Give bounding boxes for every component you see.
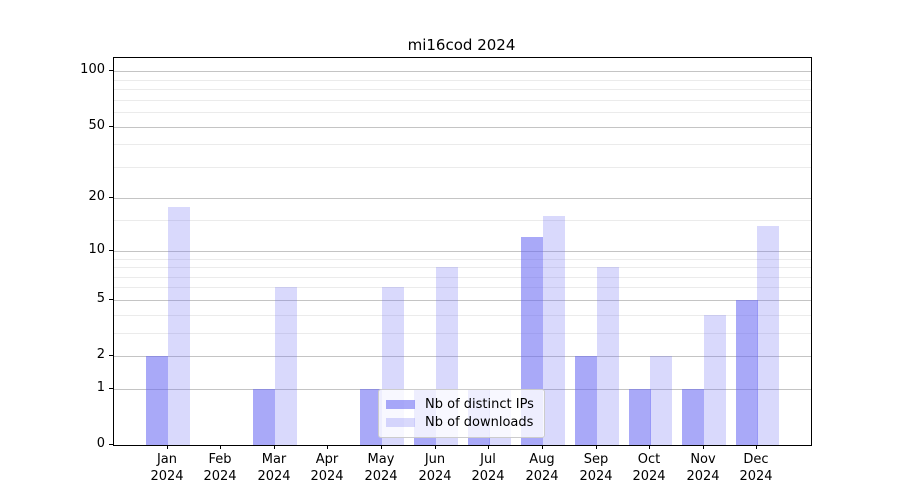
- x-tick-label-may: May 2024: [364, 452, 398, 484]
- gridline-major-5: [114, 300, 811, 301]
- gridline-minor-3: [114, 333, 811, 334]
- bar-distinct-ips-mar: [253, 389, 275, 445]
- y-tick-mark-20: [109, 197, 113, 198]
- x-tick-mark-jun: [435, 445, 436, 449]
- gridline-minor-9: [114, 259, 811, 260]
- x-tick-label-mar: Mar 2024: [257, 452, 291, 484]
- x-tick-mark-apr: [327, 445, 328, 449]
- legend-label-downloads: Nb of downloads: [425, 414, 534, 430]
- x-tick-label-nov: Nov 2024: [686, 452, 720, 484]
- legend: Nb of distinct IPs Nb of downloads: [378, 389, 545, 438]
- gridline-minor-90: [114, 80, 811, 81]
- bar-downloads-mar: [275, 287, 297, 445]
- y-tick-mark-100: [109, 70, 113, 71]
- bar-distinct-ips-dec: [736, 300, 758, 445]
- y-tick-label-5: 5: [96, 291, 105, 306]
- x-tick-mark-sep: [596, 445, 597, 449]
- gridline-major-100: [114, 71, 811, 72]
- y-tick-mark-2: [109, 355, 113, 356]
- y-tick-label-20: 20: [88, 189, 105, 204]
- bar-downloads-oct: [650, 356, 672, 445]
- y-tick-mark-5: [109, 299, 113, 300]
- gridline-major-10: [114, 251, 811, 252]
- y-tick-label-10: 10: [88, 242, 105, 257]
- bar-downloads-jan: [168, 207, 190, 445]
- bar-distinct-ips-sep: [575, 356, 597, 445]
- legend-swatch-distinct-ips: [386, 400, 415, 410]
- gridline-major-50: [114, 127, 811, 128]
- x-tick-label-apr: Apr 2024: [310, 452, 344, 484]
- y-tick-mark-0: [109, 444, 113, 445]
- x-tick-mark-dec: [756, 445, 757, 449]
- x-tick-label-feb: Feb 2024: [203, 452, 237, 484]
- x-tick-mark-nov: [703, 445, 704, 449]
- gridline-minor-80: [114, 89, 811, 90]
- bar-downloads-dec: [757, 226, 779, 445]
- y-tick-label-0: 0: [96, 436, 105, 451]
- bar-distinct-ips-oct: [629, 389, 651, 445]
- legend-item-distinct-ips: Nb of distinct IPs: [386, 397, 536, 412]
- bar-distinct-ips-jan: [146, 356, 168, 445]
- chart-title: mi16cod 2024: [407, 36, 516, 54]
- y-tick-mark-50: [109, 126, 113, 127]
- gridline-minor-7: [114, 277, 811, 278]
- y-tick-mark-10: [109, 250, 113, 251]
- gridline-minor-8: [114, 267, 811, 268]
- gridline-minor-30: [114, 167, 811, 168]
- y-tick-label-2: 2: [96, 347, 105, 362]
- y-tick-label-1: 1: [96, 380, 105, 395]
- gridline-minor-70: [114, 100, 811, 101]
- gridline-minor-15: [114, 220, 811, 221]
- x-tick-label-dec: Dec 2024: [739, 452, 773, 484]
- x-tick-mark-feb: [220, 445, 221, 449]
- bar-downloads-sep: [597, 267, 619, 445]
- legend-swatch-downloads: [386, 417, 415, 427]
- y-tick-mark-1: [109, 388, 113, 389]
- x-tick-label-jun: Jun 2024: [418, 452, 452, 484]
- y-tick-label-100: 100: [80, 62, 105, 77]
- x-tick-mark-oct: [649, 445, 650, 449]
- x-tick-label-sep: Sep 2024: [579, 452, 613, 484]
- gridline-minor-4: [114, 315, 811, 316]
- gridline-minor-6: [114, 287, 811, 288]
- bar-distinct-ips-may: [360, 389, 382, 445]
- plot-area: [113, 57, 812, 446]
- bar-downloads-aug: [543, 216, 565, 445]
- legend-label-distinct-ips: Nb of distinct IPs: [425, 397, 534, 413]
- gridline-major-2: [114, 356, 811, 357]
- x-tick-label-jan: Jan 2024: [150, 452, 184, 484]
- x-tick-label-aug: Aug 2024: [525, 452, 559, 484]
- gridline-minor-60: [114, 112, 811, 113]
- x-tick-mark-mar: [274, 445, 275, 449]
- bar-distinct-ips-nov: [682, 389, 704, 445]
- x-tick-label-oct: Oct 2024: [632, 452, 666, 484]
- x-tick-mark-jul: [488, 445, 489, 449]
- x-tick-mark-may: [381, 445, 382, 449]
- gridline-minor-40: [114, 144, 811, 145]
- bar-downloads-nov: [704, 315, 726, 445]
- x-tick-mark-aug: [542, 445, 543, 449]
- y-tick-label-50: 50: [88, 118, 105, 133]
- x-tick-mark-jan: [167, 445, 168, 449]
- x-tick-label-jul: Jul 2024: [471, 452, 505, 484]
- gridline-major-20: [114, 198, 811, 199]
- legend-item-downloads: Nb of downloads: [386, 415, 536, 430]
